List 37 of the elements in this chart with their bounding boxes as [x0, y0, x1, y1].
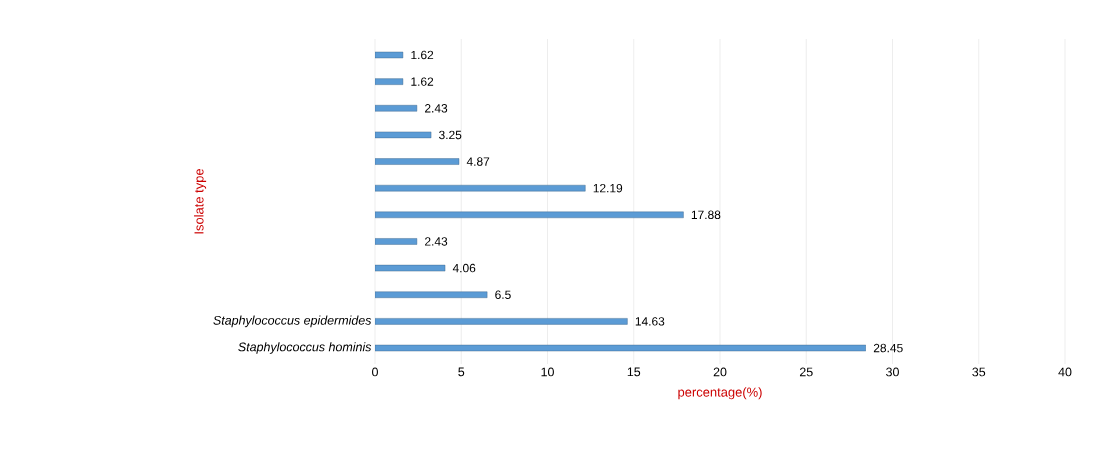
x-tick-label: 5	[458, 367, 465, 377]
data-label: 6.5	[495, 290, 511, 299]
bar	[375, 318, 628, 325]
data-label: 17.88	[691, 210, 721, 220]
bar	[375, 105, 418, 112]
data-label: 4.87	[466, 157, 490, 166]
bar	[375, 211, 684, 219]
y-axis-title: Isolate type	[194, 168, 207, 234]
x-tick-label: 15	[627, 367, 641, 377]
bar	[375, 291, 488, 298]
data-label: 14.63	[635, 317, 665, 326]
x-tick-label: 20	[713, 367, 727, 377]
bar	[375, 264, 446, 272]
bar	[375, 78, 404, 85]
x-tick-label: 10	[541, 367, 554, 377]
data-label: 1.62	[411, 50, 434, 60]
bar	[375, 344, 866, 352]
x-axis-title: percentage(%)	[678, 387, 762, 400]
data-label: 12.19	[593, 183, 623, 193]
bar	[375, 184, 586, 192]
x-tick-label: 40	[1058, 367, 1072, 377]
data-label: 2.43	[425, 104, 448, 113]
data-label: 4.06	[452, 263, 476, 273]
data-label: 1.62	[411, 77, 434, 86]
bar	[375, 238, 418, 245]
x-tick-label: 35	[972, 367, 986, 377]
data-label: 3.25	[439, 130, 462, 140]
bar	[375, 51, 404, 59]
bar	[375, 158, 460, 165]
x-tick-label: 25	[799, 367, 813, 377]
data-label: 2.43	[425, 237, 448, 246]
bar	[375, 131, 432, 139]
data-label: 28.45	[873, 343, 903, 353]
y-tick-label: Staphylococcus hominis	[238, 342, 372, 354]
x-tick-label: 0	[372, 367, 378, 377]
y-tick-label: Staphylococcus epidermides	[213, 315, 372, 328]
x-tick-label: 30	[886, 367, 899, 377]
